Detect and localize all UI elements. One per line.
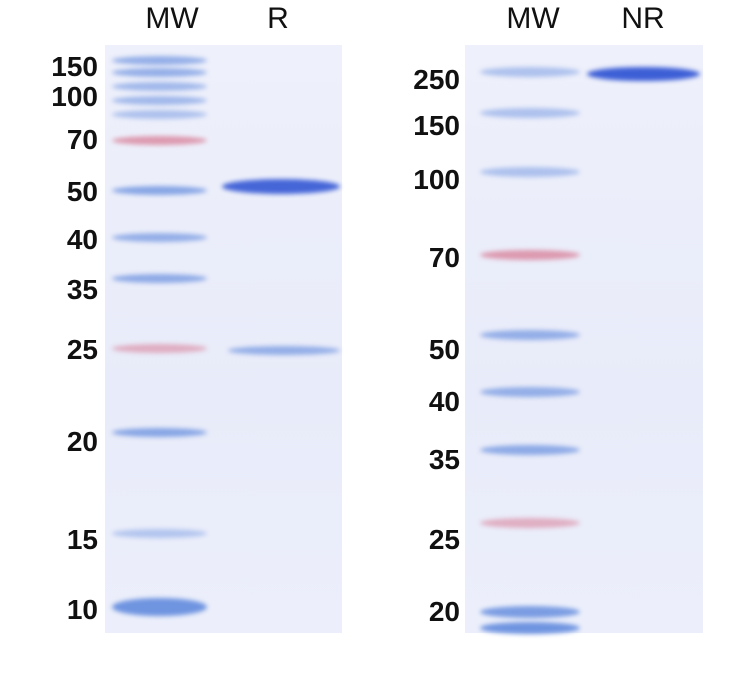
sample-band-r-50kda — [222, 178, 340, 194]
marker-band — [112, 528, 207, 538]
marker-band — [480, 445, 580, 455]
marker-label-left-35: 35 — [66, 274, 98, 305]
marker-label-left-50: 50 — [66, 176, 98, 207]
sample-band-r-25kda — [228, 345, 340, 355]
marker-band — [480, 67, 580, 77]
marker-band — [112, 273, 207, 283]
marker-band — [480, 167, 580, 177]
marker-label-right-35: 35 — [428, 444, 460, 475]
marker-band — [112, 427, 207, 437]
lane-header-mw-right: MW — [506, 2, 560, 35]
marker-label-left-150: 150 — [51, 51, 98, 82]
lane-header-r: R — [267, 2, 289, 35]
lane-header-nr: NR — [621, 2, 665, 35]
marker-band — [112, 67, 207, 77]
marker-label-right-70: 70 — [428, 242, 460, 273]
marker-band — [480, 108, 580, 118]
marker-label-left-15: 15 — [66, 524, 98, 555]
marker-band — [112, 95, 207, 105]
marker-band — [112, 81, 207, 91]
marker-label-right-25: 25 — [428, 524, 460, 555]
marker-band — [480, 606, 580, 618]
marker-label-left-40: 40 — [66, 224, 98, 255]
marker-band — [112, 185, 207, 195]
marker-band — [480, 518, 580, 528]
marker-label-left-25: 25 — [66, 334, 98, 365]
marker-label-right-50: 50 — [428, 334, 460, 365]
marker-label-right-20: 20 — [428, 596, 460, 627]
marker-band — [112, 135, 207, 145]
marker-label-right-40: 40 — [428, 386, 460, 417]
lane-header-mw-left: MW — [145, 2, 199, 35]
sample-band-nr-250kda — [587, 67, 700, 81]
marker-band — [112, 232, 207, 242]
marker-label-right-250: 250 — [413, 64, 460, 95]
marker-band — [112, 343, 207, 353]
marker-band — [112, 598, 207, 616]
marker-band — [480, 622, 580, 634]
marker-label-right-100: 100 — [413, 164, 460, 195]
marker-label-left-100: 100 — [51, 81, 98, 112]
marker-band — [480, 250, 580, 260]
marker-band — [112, 55, 207, 65]
marker-label-right-150: 150 — [413, 110, 460, 141]
left-gel — [105, 45, 342, 633]
marker-band — [480, 387, 580, 397]
marker-label-left-10: 10 — [66, 594, 98, 625]
marker-label-left-20: 20 — [66, 426, 98, 457]
marker-band — [480, 330, 580, 340]
marker-label-left-70: 70 — [66, 124, 98, 155]
marker-band — [112, 109, 207, 119]
